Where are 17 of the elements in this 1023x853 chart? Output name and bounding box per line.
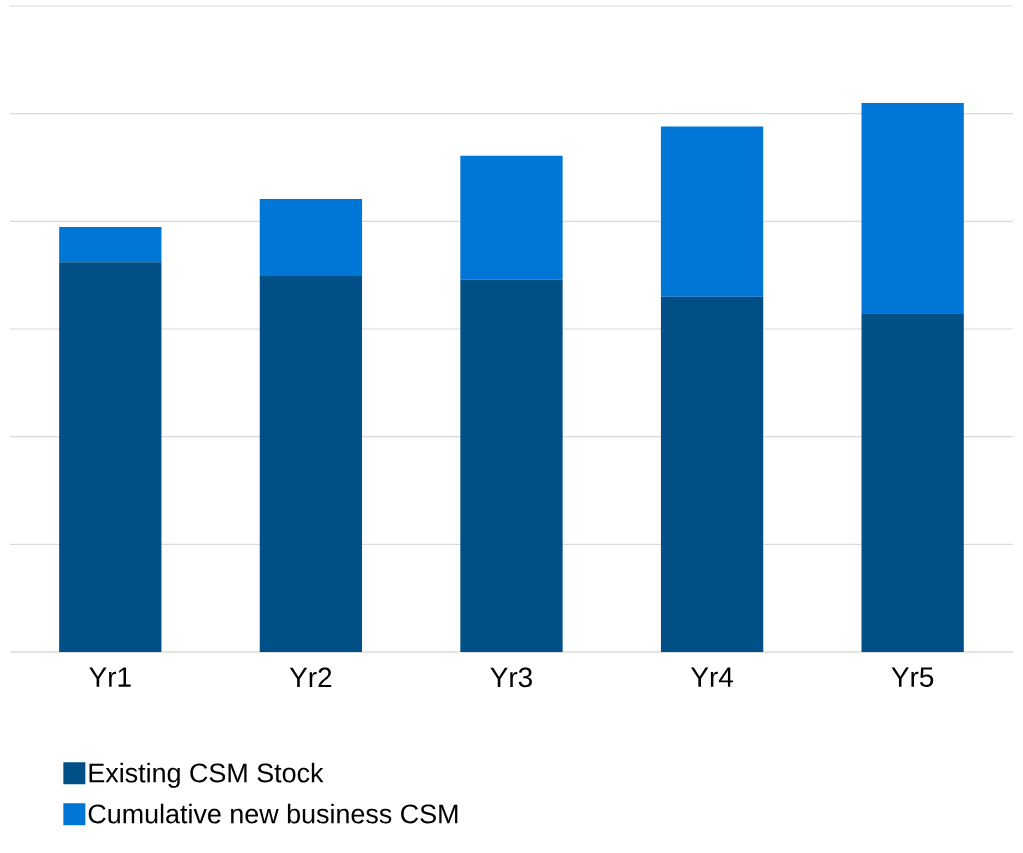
legend-label: Cumulative new business CSM <box>88 803 458 824</box>
bar <box>59 262 162 652</box>
x-tick-label: Yr3 <box>490 667 532 688</box>
bar <box>259 199 363 276</box>
bar <box>59 227 162 263</box>
x-tick-label: Yr5 <box>891 667 934 687</box>
x-tick-label: Yr4 <box>690 667 733 687</box>
bar <box>460 279 563 652</box>
legend-label: Existing CSM Stock <box>89 762 324 788</box>
bar <box>259 275 363 652</box>
bar <box>861 102 964 314</box>
bar <box>660 296 764 652</box>
bar <box>660 126 764 297</box>
x-tick-label: Yr1 <box>89 667 131 687</box>
bar <box>861 313 964 652</box>
x-tick-label: Yr2 <box>289 667 332 687</box>
bar <box>460 155 563 280</box>
